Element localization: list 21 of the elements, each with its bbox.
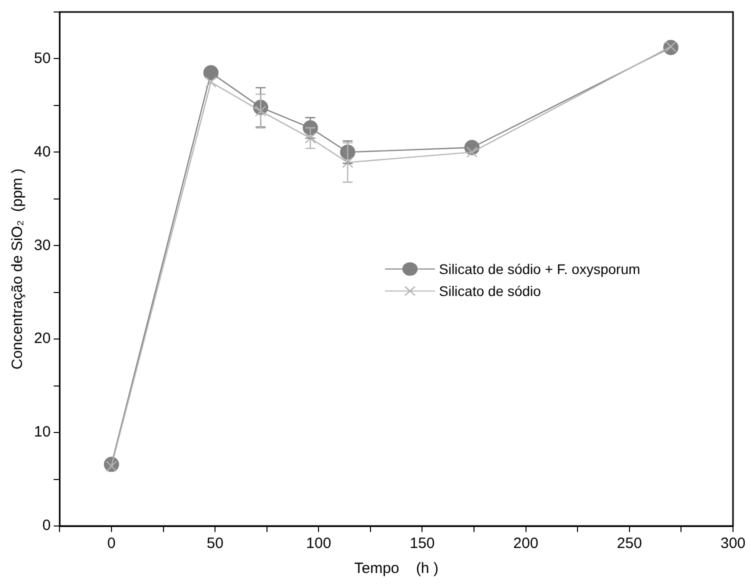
point bbox=[203, 65, 219, 80]
legend-label: Silicato de sódio bbox=[439, 283, 541, 299]
x-axis-title: Tempo (h ) bbox=[354, 560, 438, 578]
y-tick-label: 10 bbox=[34, 424, 51, 441]
point bbox=[304, 132, 316, 144]
x-tick-label: 300 bbox=[720, 535, 746, 552]
x-tick-label: 200 bbox=[513, 535, 538, 552]
y-tick-label: 0 bbox=[42, 517, 51, 534]
x-tick-label: 50 bbox=[206, 535, 224, 552]
x-tick-label: 250 bbox=[616, 535, 642, 552]
point bbox=[342, 156, 354, 168]
legend-label: Silicato de sódio + F. oxysporum bbox=[439, 261, 640, 277]
y-tick-label: 50 bbox=[34, 50, 51, 67]
y-tick-label: 20 bbox=[34, 330, 51, 348]
x-tick-label: 100 bbox=[306, 535, 332, 552]
y-tick-label: 30 bbox=[34, 236, 51, 254]
y-axis-title: Concentração de SiO₂ (ppm ) bbox=[9, 168, 26, 370]
x-tick-label: 150 bbox=[410, 535, 435, 552]
x-tick-label: 0 bbox=[107, 535, 116, 552]
point bbox=[205, 76, 216, 88]
y-tick-label: 40 bbox=[34, 143, 51, 160]
